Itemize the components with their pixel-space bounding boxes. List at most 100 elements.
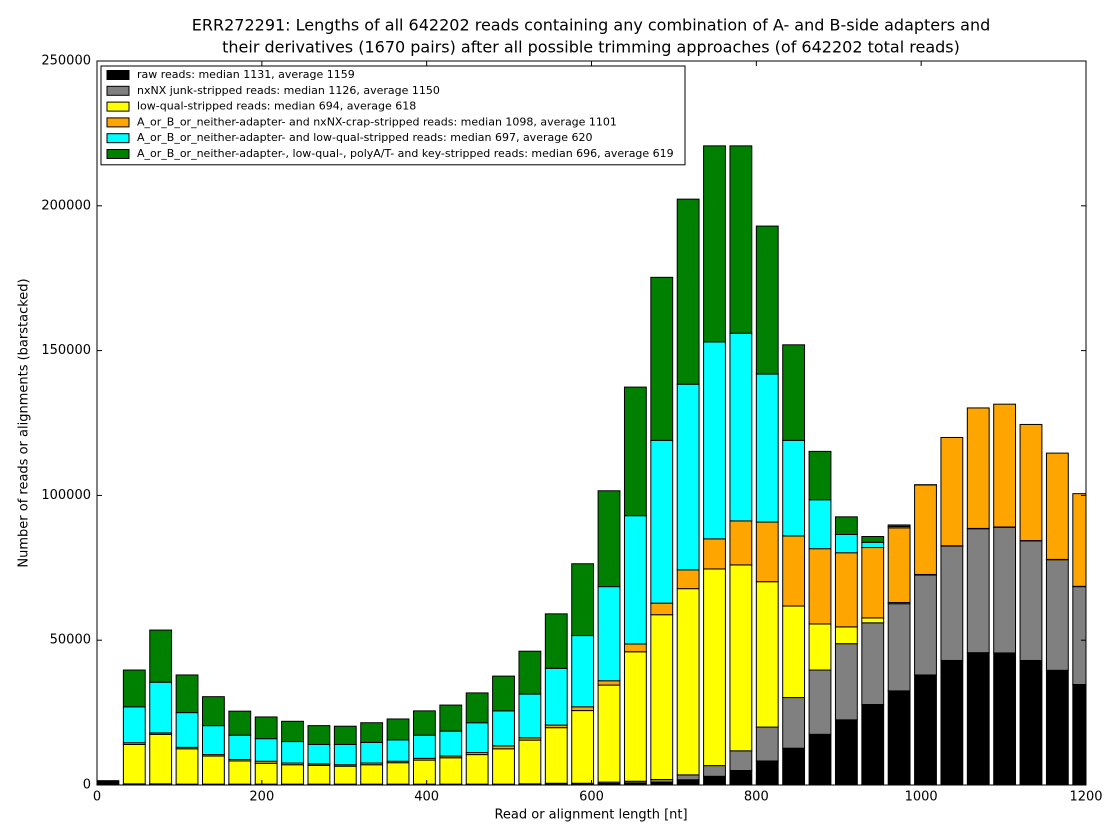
- bar-segment: [518, 650, 542, 695]
- bar-segment: [597, 680, 621, 686]
- bar-segment: [1019, 423, 1043, 542]
- bar-segment: [149, 629, 173, 683]
- y-axis-label: Number of reads or alignments (barstacke…: [17, 278, 32, 567]
- x-tick-label: 200: [249, 790, 274, 805]
- y-tick-label: 50000: [50, 633, 91, 648]
- bar-segment: [307, 725, 331, 745]
- bar-segment: [650, 276, 674, 441]
- bar-segment: [940, 545, 964, 661]
- x-axis-label: Read or alignment length [nt]: [494, 808, 687, 823]
- y-tick-label: 150000: [41, 343, 91, 358]
- bar-segment: [623, 515, 647, 645]
- bar-segment: [755, 760, 779, 785]
- bar-segment: [1045, 559, 1069, 671]
- bar-segment: [782, 439, 806, 537]
- bar-segment: [782, 747, 806, 785]
- bar-segment: [834, 516, 858, 535]
- bar-segment: [676, 198, 700, 385]
- bar-segment: [623, 386, 647, 517]
- bar-segment: [729, 564, 753, 752]
- bar-segment: [571, 706, 595, 712]
- bar-segment: [122, 743, 146, 785]
- bar-segment: [755, 521, 779, 583]
- legend-label: low-qual-stripped reads: median 694, ave…: [137, 100, 416, 113]
- bar-segment: [571, 635, 595, 708]
- bar-segment: [650, 614, 674, 780]
- bar-segment: [544, 613, 568, 669]
- bar-segment: [834, 533, 858, 554]
- bar-segment: [623, 643, 647, 653]
- bar-segment: [808, 548, 832, 625]
- bar-segment: [175, 674, 199, 714]
- bar-segment: [861, 703, 885, 785]
- bar-segment: [703, 765, 726, 777]
- x-tick-label: 1200: [1069, 790, 1102, 805]
- bar-segment: [940, 436, 964, 547]
- bar-segment: [966, 407, 990, 529]
- bar-segment: [360, 722, 384, 743]
- bar-segment: [993, 526, 1017, 654]
- bar-segment: [861, 622, 885, 705]
- bar-segment: [149, 733, 173, 785]
- bar-segment: [333, 743, 357, 766]
- bar-segment: [492, 675, 515, 712]
- bar-segment: [887, 603, 911, 692]
- bar-segment: [360, 764, 384, 785]
- bar-segment: [439, 730, 463, 757]
- bar-segment: [360, 741, 384, 764]
- bar-segment: [808, 623, 832, 671]
- bar-segment: [676, 774, 700, 781]
- bar-segment: [254, 738, 278, 762]
- bar-segment: [703, 568, 726, 767]
- bar-segment: [412, 734, 436, 759]
- bar-segment: [412, 759, 436, 785]
- bar-segment: [518, 693, 542, 739]
- bar-segment: [729, 770, 753, 785]
- bar-segment: [940, 659, 964, 785]
- bar-segment: [597, 490, 621, 588]
- bar-segment: [439, 757, 463, 785]
- legend-label: A_or_B_or_neither-adapter-, low-qual-, p…: [137, 147, 674, 160]
- y-tick-label: 100000: [41, 488, 91, 503]
- chart-title: ERR272291: Lengths of all 642202 reads c…: [192, 16, 991, 35]
- bar-segment: [281, 720, 304, 743]
- bar-segment: [966, 652, 990, 785]
- bar-segment: [122, 706, 146, 744]
- bar-segment: [676, 779, 700, 785]
- bar-segment: [755, 225, 779, 375]
- plot-area: [97, 145, 1086, 785]
- bar-segment: [122, 669, 146, 708]
- bar-segment: [755, 726, 779, 762]
- bar-segment: [834, 643, 858, 721]
- bar-segment: [1019, 659, 1043, 785]
- bar-segment: [254, 716, 278, 740]
- bar-segment: [571, 563, 595, 637]
- bar-segment: [1072, 493, 1086, 587]
- bar-segment: [333, 725, 357, 745]
- bar-segment: [1019, 540, 1043, 661]
- bar-segment: [439, 704, 463, 732]
- bar-segment: [993, 652, 1017, 785]
- bar-segment: [492, 710, 515, 747]
- bar-segment: [281, 741, 304, 764]
- bar-segment: [465, 722, 489, 754]
- bar-segment: [729, 332, 753, 522]
- legend-label: A_or_B_or_neither-adapter- and nxNX-crap…: [137, 115, 617, 128]
- bar-segment: [201, 696, 225, 727]
- bar-segment: [201, 755, 225, 785]
- x-tick-label: 0: [93, 790, 101, 805]
- bar-segment: [676, 383, 700, 571]
- bar-segment: [808, 733, 832, 785]
- bar-segment: [650, 439, 674, 604]
- bar-segment: [676, 588, 700, 776]
- bar-segment: [861, 541, 885, 549]
- legend-swatch: [106, 70, 130, 80]
- bar-segment: [1045, 452, 1069, 560]
- bar-segment: [676, 569, 700, 590]
- bar-segment: [887, 690, 911, 785]
- bar-segment: [492, 748, 515, 785]
- legend-swatch: [106, 149, 130, 159]
- bar-segment: [914, 674, 937, 785]
- y-tick-label: 200000: [41, 198, 91, 213]
